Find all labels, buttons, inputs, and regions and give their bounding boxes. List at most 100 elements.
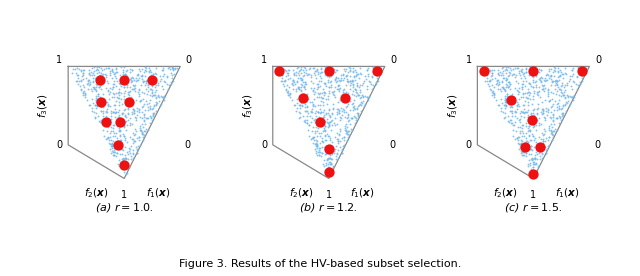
Point xyxy=(323,164,333,169)
Point xyxy=(353,111,364,116)
Point xyxy=(127,75,137,79)
Point xyxy=(107,95,117,99)
Point xyxy=(552,83,563,88)
Point xyxy=(348,89,358,93)
Point xyxy=(505,99,515,104)
Point xyxy=(524,81,534,86)
Point xyxy=(508,133,518,138)
Point xyxy=(151,100,161,105)
Point xyxy=(355,85,365,89)
Point xyxy=(358,81,368,85)
Point xyxy=(283,90,293,95)
Point xyxy=(349,98,360,102)
Point xyxy=(524,164,534,169)
Point xyxy=(507,120,517,125)
Point xyxy=(505,70,515,75)
Point xyxy=(357,93,367,97)
Point xyxy=(534,77,545,82)
Point xyxy=(307,109,317,114)
Point xyxy=(568,94,579,99)
Point xyxy=(314,73,324,78)
Point xyxy=(348,79,358,83)
Point xyxy=(500,78,511,82)
Point xyxy=(486,74,496,78)
Point xyxy=(537,131,547,135)
Point xyxy=(566,87,577,91)
Point xyxy=(518,146,529,150)
Point xyxy=(153,81,163,85)
Point xyxy=(289,103,299,107)
Point xyxy=(339,126,349,130)
Point xyxy=(95,73,105,77)
Point xyxy=(325,152,335,157)
Point xyxy=(347,102,357,106)
Point xyxy=(157,83,167,88)
Point xyxy=(541,112,552,117)
Point xyxy=(94,84,104,89)
Point xyxy=(521,151,531,156)
Point xyxy=(547,125,557,129)
Point xyxy=(513,102,523,106)
Point xyxy=(555,116,565,120)
Point xyxy=(137,90,147,95)
Point xyxy=(292,100,303,105)
Point xyxy=(507,109,517,113)
Point xyxy=(333,139,344,143)
Point xyxy=(168,67,178,71)
Point xyxy=(518,115,529,120)
Point xyxy=(292,79,302,84)
Point xyxy=(523,115,533,119)
Point xyxy=(514,104,524,108)
Point xyxy=(502,80,513,84)
Point xyxy=(125,122,135,127)
Point xyxy=(357,83,367,87)
Point xyxy=(365,80,375,84)
Point xyxy=(326,83,337,87)
Point xyxy=(543,108,554,112)
Point xyxy=(120,114,131,118)
Point xyxy=(531,128,541,132)
Point xyxy=(546,122,556,126)
Point xyxy=(324,107,334,112)
Point xyxy=(522,110,532,114)
Point xyxy=(306,73,316,77)
Point xyxy=(533,90,543,94)
Point xyxy=(529,114,540,118)
Point xyxy=(524,133,534,138)
Point xyxy=(577,65,587,70)
Point xyxy=(86,87,96,91)
Point xyxy=(91,89,101,94)
Point xyxy=(300,95,310,99)
Text: $f_2(\boldsymbol{x})$: $f_2(\boldsymbol{x})$ xyxy=(493,186,518,200)
Point xyxy=(526,167,536,171)
Point xyxy=(335,86,345,90)
Point xyxy=(538,87,548,91)
Point xyxy=(534,89,544,93)
Point xyxy=(108,87,118,91)
Point xyxy=(299,84,309,89)
Point xyxy=(131,106,141,110)
Point xyxy=(317,91,328,95)
Point xyxy=(310,131,320,135)
Point xyxy=(289,71,299,75)
Point xyxy=(106,75,116,80)
Point xyxy=(573,67,584,71)
Point xyxy=(104,135,115,139)
Point xyxy=(284,93,294,97)
Point xyxy=(119,163,129,167)
Point xyxy=(170,66,180,70)
Point xyxy=(159,79,169,83)
Point xyxy=(115,152,125,156)
Point xyxy=(119,108,129,113)
Point xyxy=(346,127,356,132)
Point xyxy=(284,68,294,72)
Point xyxy=(527,158,537,162)
Point xyxy=(294,110,304,114)
Point xyxy=(151,102,161,106)
Point xyxy=(345,68,355,72)
Point xyxy=(113,143,124,147)
Point xyxy=(111,154,122,158)
Point xyxy=(72,73,83,77)
Point xyxy=(519,73,529,78)
Point xyxy=(121,80,131,84)
